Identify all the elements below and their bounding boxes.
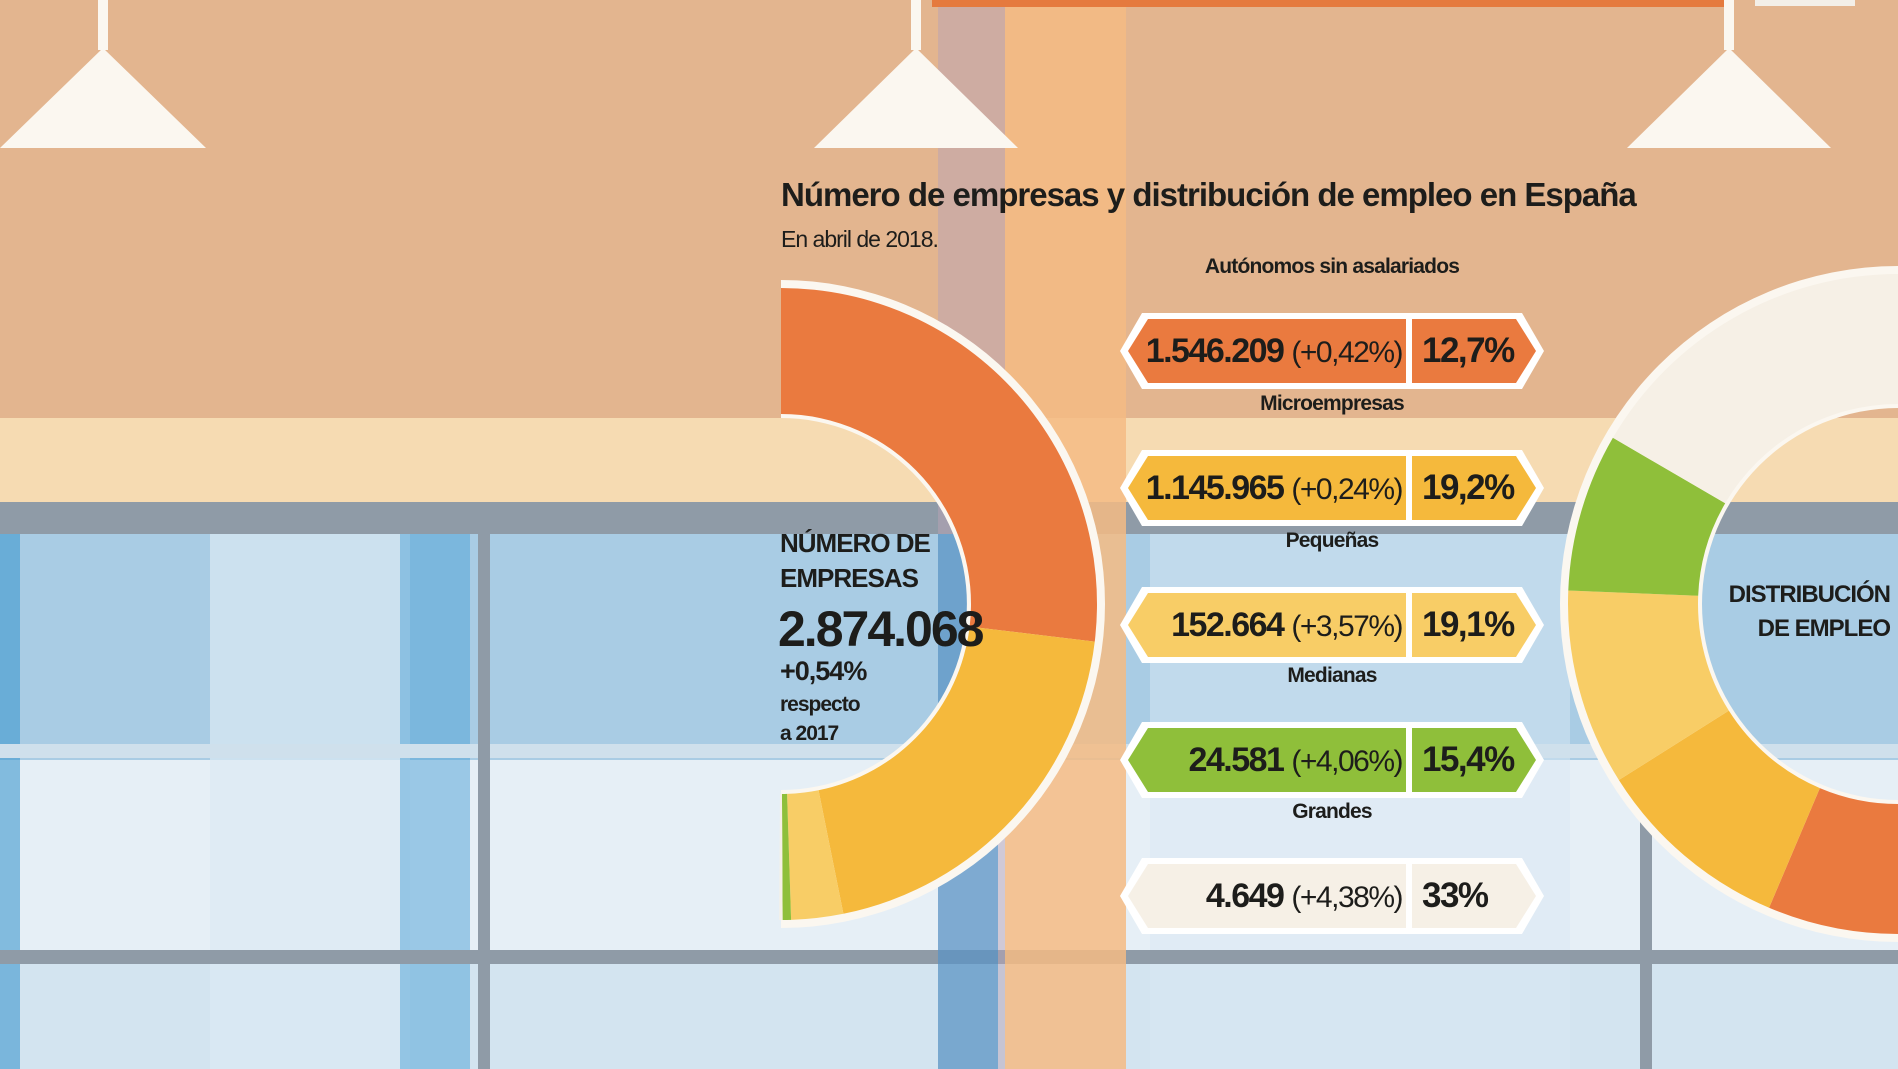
- category-row: 1.546.209 (+0,42%) 12,7%: [1120, 313, 1544, 389]
- donut-segment-medianas: [781, 793, 792, 920]
- donut-segment-microempresas: [1618, 710, 1820, 908]
- donut-segment-pequenas: [1568, 590, 1729, 781]
- left-heading-line1: NÚMERO DE: [780, 528, 931, 558]
- category-row: 4.649 (+4,38%) 33%: [1120, 858, 1544, 934]
- company-count: 1.145.965 (+0,24%): [1120, 450, 1404, 526]
- hexagon-badge: [1120, 722, 1544, 798]
- hexagon-badge: [1120, 450, 1544, 526]
- count-value: 1.145.965: [1145, 469, 1285, 507]
- category-label: Microempresas: [1260, 392, 1404, 415]
- count-change: (+4,06%): [1291, 745, 1403, 778]
- company-count: 1.546.209 (+0,42%): [1120, 313, 1404, 389]
- left-heading-line2: EMPRESAS: [780, 563, 919, 593]
- count-change: (+4,38%): [1291, 881, 1403, 914]
- right-heading-line2: DE EMPLEO: [1757, 615, 1891, 642]
- count-value: 4.649: [1205, 877, 1285, 915]
- employment-share: 15,4%: [1422, 740, 1515, 779]
- count-value: 152.664: [1171, 606, 1285, 644]
- category-row: 152.664 (+3,57%) 19,1%: [1120, 587, 1544, 663]
- donut-segment-microempresas: [818, 626, 1095, 914]
- employment-share: 33%: [1422, 876, 1489, 915]
- total-change: +0,54%: [780, 656, 867, 686]
- count-change: (+3,57%): [1291, 610, 1403, 643]
- category-row: 1.145.965 (+0,24%) 19,2%: [1120, 450, 1544, 526]
- donut-segment-medianas: [1568, 437, 1726, 596]
- hexagon-badge: [1120, 587, 1544, 663]
- note-line2: a 2017: [780, 722, 839, 745]
- left-heading: NÚMERO DE EMPRESAS: [780, 526, 931, 596]
- company-count: 152.664 (+3,57%): [1120, 587, 1403, 663]
- hexagon-badge: [1120, 313, 1544, 389]
- right-heading: DISTRIBUCIÓN DE EMPLEO: [1728, 578, 1891, 646]
- count-change: (+0,24%): [1291, 473, 1403, 506]
- note-line1: respecto: [780, 693, 861, 716]
- total-companies: 2.874.068: [778, 601, 984, 657]
- count-value: 1.546.209: [1145, 332, 1285, 370]
- donut-distribucion-empleo: [1560, 266, 1898, 942]
- employment-share: 19,2%: [1422, 468, 1515, 507]
- company-count: 4.649 (+4,38%): [1120, 858, 1404, 934]
- category-label: Pequeñas: [1285, 529, 1380, 552]
- donut-segment-autonomos: [1769, 788, 1898, 934]
- company-count: 24.581 (+4,06%): [1120, 722, 1403, 798]
- subtitle: En abril de 2018.: [781, 226, 939, 252]
- right-heading-line1: DISTRIBUCIÓN: [1728, 581, 1891, 608]
- category-label: Autónomos sin asalariados: [1204, 255, 1460, 278]
- count-change: (+0,42%): [1291, 336, 1403, 369]
- category-row: 24.581 (+4,06%) 15,4%: [1120, 722, 1544, 798]
- category-label: Grandes: [1292, 800, 1372, 823]
- category-label: Medianas: [1287, 664, 1377, 687]
- count-value: 24.581: [1188, 741, 1285, 779]
- employment-share: 19,1%: [1422, 605, 1515, 644]
- donut-segment-autonomos: [781, 288, 1097, 642]
- donut-numero-empresas: [779, 280, 1105, 928]
- hexagon-badge: [1120, 858, 1544, 934]
- donut-segment-pequenas: [787, 790, 844, 920]
- page-title: Número de empresas y distribución de emp…: [781, 176, 1637, 213]
- employment-share: 12,7%: [1422, 331, 1515, 370]
- ceiling-lamps: [0, 0, 1831, 148]
- donut-segment-grandes: [779, 793, 783, 920]
- change-note: respecto a 2017: [780, 690, 861, 748]
- donut-segment-grandes: [1612, 274, 1898, 504]
